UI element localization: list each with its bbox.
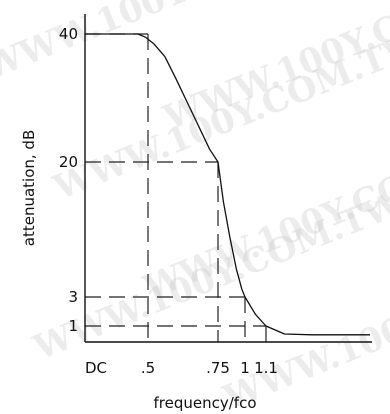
- curve-layer: [85, 33, 370, 336]
- x-tick-label: 1.1: [254, 359, 278, 377]
- attenuation-curve: [85, 33, 370, 336]
- y-tick-label: 40: [59, 25, 78, 43]
- y-axis-title: attenuation, dB: [20, 130, 38, 246]
- y-tick-label: 3: [68, 288, 78, 306]
- y-tick-labels: 1 3 20 40: [59, 25, 78, 335]
- x-tick-label: DC: [85, 359, 107, 377]
- y-tick-label: 1: [68, 317, 78, 335]
- x-tick-label: .75: [206, 359, 230, 377]
- x-tick-label: .5: [141, 359, 155, 377]
- y-tick-label: 20: [59, 153, 78, 171]
- x-tick-label: 1: [240, 359, 250, 377]
- axes: [84, 14, 372, 343]
- x-axis-title: frequency/fco: [154, 394, 257, 412]
- x-tick-labels: DC .5 .75 1 1.1: [85, 359, 278, 377]
